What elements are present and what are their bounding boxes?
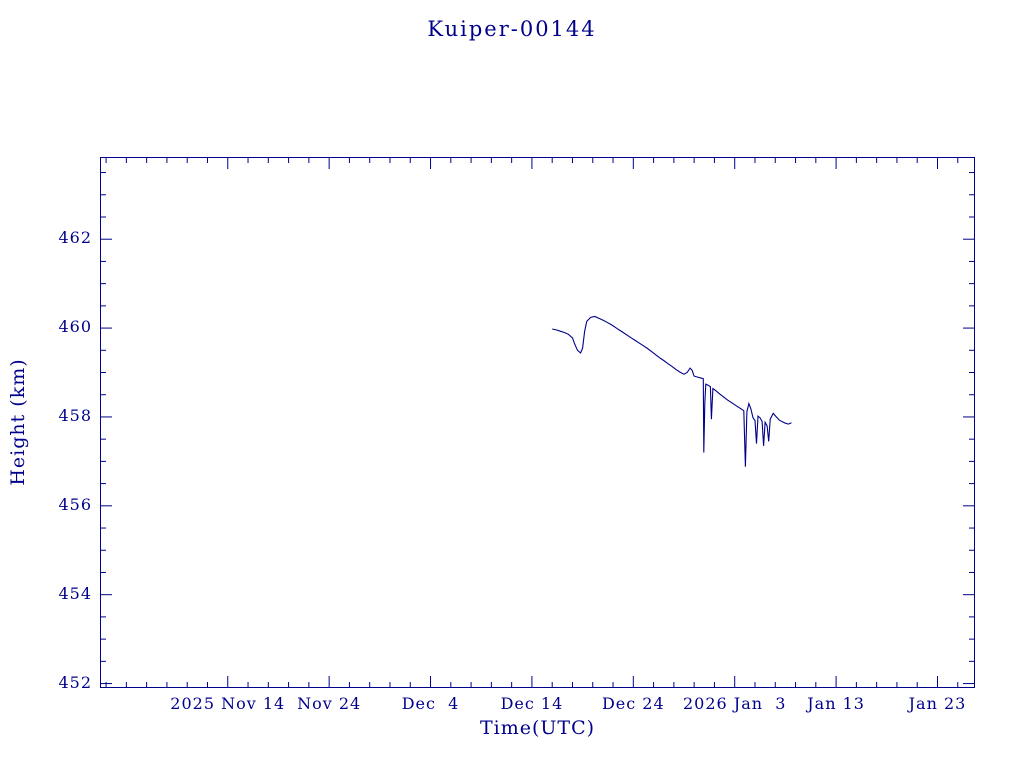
y-tick-label: 456 xyxy=(58,494,92,514)
x-axis-label: Time(UTC) xyxy=(479,717,596,739)
x-tick-label: Nov 24 xyxy=(297,694,362,713)
y-tick-label: 452 xyxy=(58,672,92,692)
x-tick-label: Dec 4 xyxy=(401,694,460,713)
plot-area xyxy=(100,157,975,688)
y-tick-label: 454 xyxy=(58,583,92,603)
x-tick-label: Jan 23 xyxy=(908,694,967,713)
x-tick-label: 2025 Nov 14 xyxy=(170,694,286,713)
x-tick-label: Dec 24 xyxy=(601,694,665,713)
chart-title: Kuiper-00144 xyxy=(427,17,597,41)
y-tick-label: 462 xyxy=(58,228,92,248)
height-series-line xyxy=(552,315,792,467)
x-tick-label: Jan 13 xyxy=(807,694,865,713)
x-tick-label: 2026 Jan 3 xyxy=(682,694,787,713)
y-tick-label: 460 xyxy=(58,317,92,337)
plot-canvas xyxy=(100,157,975,688)
y-tick-label: 458 xyxy=(58,405,92,425)
plot-frame xyxy=(100,157,975,688)
x-tick-label: Dec 14 xyxy=(500,694,564,713)
y-axis-label: Height (km) xyxy=(7,358,29,486)
